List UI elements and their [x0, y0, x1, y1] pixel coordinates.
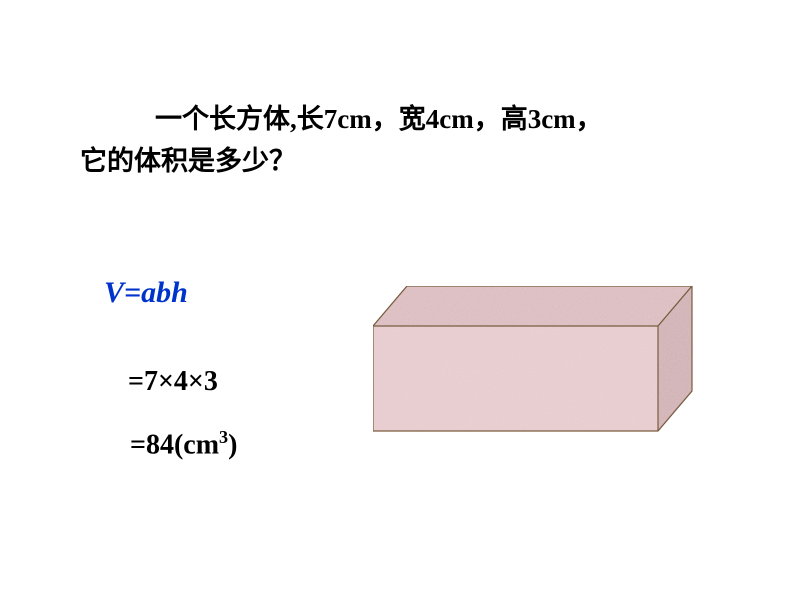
volume-formula: V=abh: [104, 276, 188, 310]
question-line-2: 它的体积是多少？: [80, 141, 296, 183]
cuboid-diagram: [373, 286, 695, 436]
cuboid-front-face: [373, 326, 658, 431]
question-line-1: 一个长方体,长7cm，宽4cm，高3cm，: [155, 99, 603, 141]
cuboid-top-face: [373, 286, 692, 326]
calc2-exponent: 3: [219, 427, 228, 447]
calculation-step-2: =84(cm3): [130, 427, 237, 461]
calc2-prefix: =84(cm: [130, 429, 219, 460]
calc2-suffix: ): [228, 429, 237, 460]
calculation-step-1: =7×4×3: [128, 366, 218, 398]
cuboid-svg: [373, 286, 695, 436]
